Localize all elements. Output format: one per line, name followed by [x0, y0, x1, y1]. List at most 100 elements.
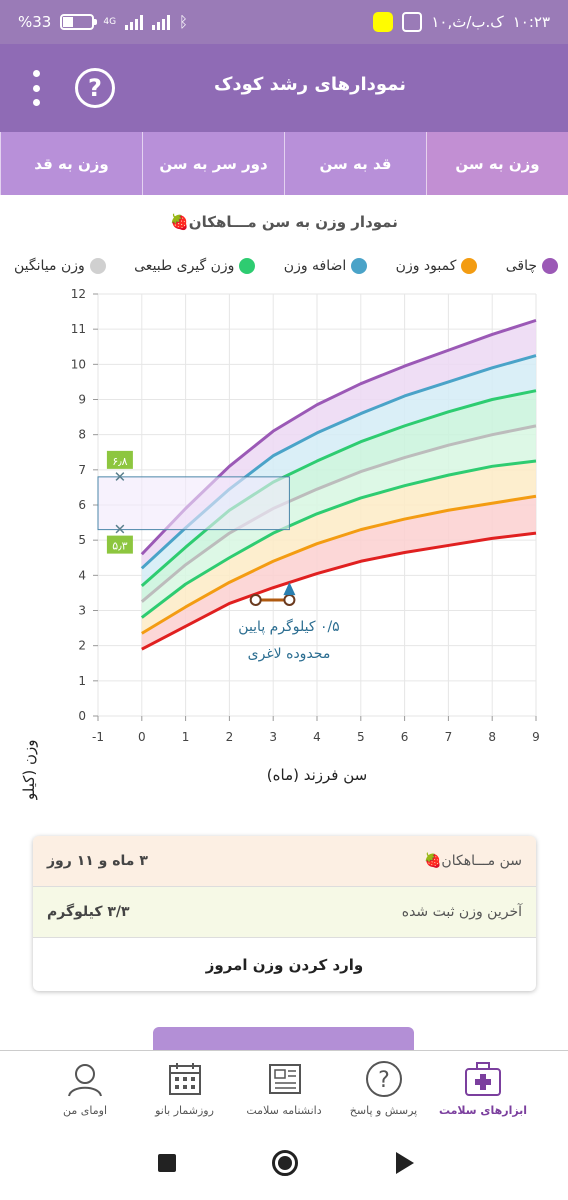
nav-my-profile[interactable]: اومای من: [38, 1051, 132, 1124]
legend-item-overweight[interactable]: اضافه وزن: [284, 258, 368, 274]
band-0: [141, 320, 537, 569]
range-label-bg: [106, 535, 133, 554]
x-tick-label: 1: [182, 730, 190, 744]
bluetooth-icon: ᛒ: [179, 13, 189, 31]
range-label-bg: [106, 450, 133, 469]
tab-weight-for-age[interactable]: وزن به سن: [426, 132, 568, 195]
legend-item-underweight[interactable]: کمبود وزن: [396, 258, 478, 274]
status-date: ۱۰,ک.ب/ث: [431, 13, 504, 31]
y-axis-label: وزن (کیلوگرم): [20, 739, 38, 800]
legend-label: وزن گیری طبیعی: [134, 258, 235, 274]
y-tick-label: 7: [78, 463, 86, 477]
svg-text:?: ?: [378, 1068, 390, 1093]
tab-height-for-age[interactable]: قد به سن: [284, 132, 426, 195]
weight-label: آخرین وزن ثبت شده: [401, 904, 522, 920]
snapchat-icon: [373, 12, 394, 32]
y-tick-label: 6: [78, 498, 86, 512]
y-tick-label: 2: [78, 639, 86, 653]
page-title: نمودارهای رشد کودک: [213, 74, 406, 95]
chart-bands: [141, 320, 537, 650]
status-left: %33 4G ᛒ: [18, 13, 188, 31]
back-icon[interactable]: [396, 1152, 414, 1174]
network-type: 4G: [103, 17, 117, 27]
band-3: [141, 425, 537, 618]
nav-health-tools[interactable]: ابزارهای سلامت: [436, 1051, 530, 1124]
age-row: سن مـــاهکان🍓 ۳ ماه و ۱۱ روز: [33, 836, 536, 887]
notification-icon: [402, 12, 423, 32]
nav-label: پرسش و پاسخ: [349, 1104, 418, 1117]
nav-calendar[interactable]: روزشمار بانو: [138, 1051, 232, 1124]
nav-label: اومای من: [63, 1104, 107, 1117]
legend-item-average[interactable]: وزن میانگین: [14, 258, 106, 274]
legend-dot: [239, 258, 256, 274]
x-tick-label: 4: [313, 730, 321, 744]
nav-health-encyclopedia[interactable]: دانشنامه سلامت: [237, 1051, 331, 1124]
help-button[interactable]: ?: [75, 68, 115, 108]
legend-item-normal[interactable]: وزن گیری طبیعی: [134, 258, 256, 274]
x-tick-label: 0: [138, 730, 146, 744]
battery-icon: [60, 14, 98, 30]
signal-icon: [125, 14, 144, 30]
newspaper-icon: [269, 1064, 301, 1094]
annotation-line-1: ۰/۵ کیلوگرم پایین: [238, 618, 339, 635]
measurement-arrow-icon: [283, 582, 296, 596]
band-5: [141, 496, 537, 650]
x-tick-label: 3: [269, 730, 277, 744]
tab-head-circumference[interactable]: دور سر به سن: [142, 132, 284, 195]
chart-legend: چاقی کمبود وزن اضافه وزن وزن گیری طبیعی …: [14, 258, 558, 274]
series-line-3: [140, 424, 537, 603]
series-line-5: [141, 494, 537, 635]
y-tick-label: 1: [78, 674, 86, 688]
home-icon[interactable]: [272, 1150, 298, 1176]
x-tick-label: 8: [488, 730, 496, 744]
band-2: [141, 390, 537, 602]
legend-item-obese[interactable]: چاقی: [506, 258, 558, 274]
x-tick-label: 9: [532, 730, 540, 744]
x-tick-label: 5: [357, 730, 365, 744]
y-tick-label: 8: [78, 428, 86, 442]
x-tick-label: 6: [401, 730, 409, 744]
annotation-line-2: محدوده لاغری: [248, 646, 331, 662]
y-tick-label: 12: [71, 287, 86, 301]
range-box: [97, 476, 290, 531]
system-nav-bar: [0, 1124, 568, 1200]
y-tick-label: 4: [78, 568, 86, 582]
y-tick-label: 0: [78, 709, 86, 723]
nav-label: روزشمار بانو: [155, 1104, 214, 1117]
y-tick-label: 3: [78, 604, 86, 618]
chart-tabs: وزن به سن قد به سن دور سر به سن وزن به ق…: [0, 132, 568, 195]
y-tick-label: 9: [78, 393, 86, 407]
status-right: ۱۰,ک.ب/ث ۱۰:۲۳: [373, 12, 550, 32]
legend-label: اضافه وزن: [283, 258, 347, 274]
chart-title: نمودار وزن به سن مـــاهکان🍓: [170, 213, 398, 231]
legend-dot: [89, 258, 106, 274]
measurement-point: [249, 593, 262, 606]
more-menu-icon[interactable]: [30, 70, 42, 106]
range-marker-icon: ✕: [114, 468, 127, 486]
measurement-point: [283, 593, 296, 606]
nav-questions[interactable]: ? پرسش و پاسخ: [337, 1051, 431, 1124]
calendar-icon: [168, 1063, 201, 1095]
tab-weight-for-height[interactable]: وزن به قد: [0, 132, 142, 195]
profile-icon: [68, 1064, 102, 1097]
x-tick-label: 7: [445, 730, 453, 744]
signal-2-icon: [152, 14, 171, 30]
recents-icon[interactable]: [158, 1154, 176, 1172]
y-tick-label: 11: [71, 322, 86, 336]
status-time: ۱۰:۲۳: [512, 13, 550, 31]
weight-value: ۳/۳ کیلوگرم: [47, 904, 130, 920]
x-tick-label: -1: [92, 730, 104, 744]
nav-label: دانشنامه سلامت: [246, 1104, 322, 1117]
band-4: [141, 461, 537, 634]
x-axis-label: سن فرزند (ماه): [267, 766, 367, 784]
legend-label: وزن میانگین: [14, 258, 85, 274]
bottom-nav: ابزارهای سلامت ? پرسش و پاسخ دانشنامه سل…: [0, 1050, 568, 1124]
question-icon: ?: [365, 1061, 402, 1097]
weight-row: آخرین وزن ثبت شده ۳/۳ کیلوگرم: [33, 887, 536, 938]
legend-label: چاقی: [505, 258, 537, 274]
range-label: ۶٫۸: [112, 455, 127, 468]
enter-weight-button[interactable]: وارد کردن وزن امروز: [205, 955, 364, 974]
